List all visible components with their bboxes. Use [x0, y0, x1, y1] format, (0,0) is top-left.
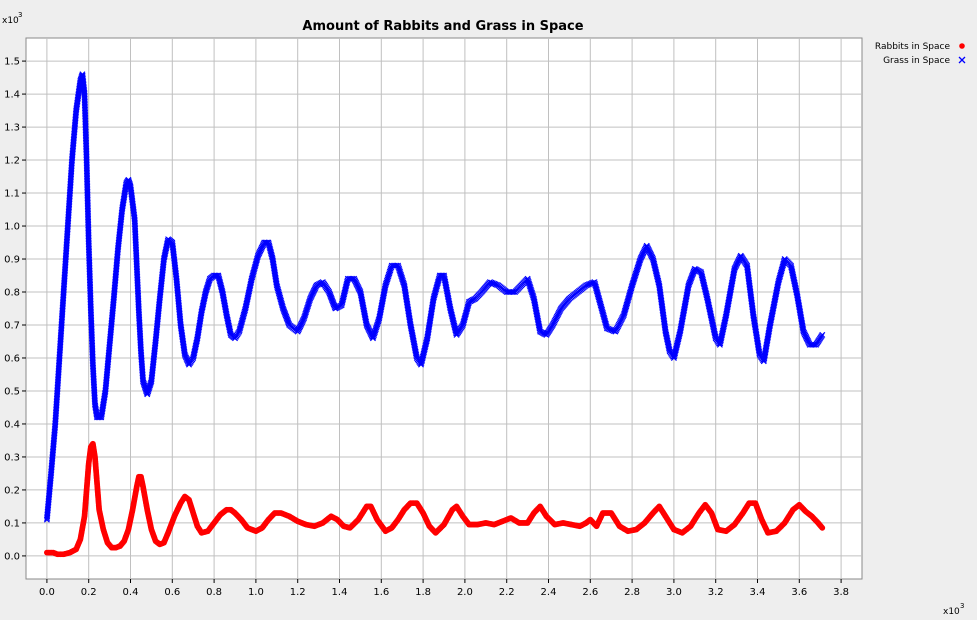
y-tick-label: 0.2: [4, 485, 20, 496]
x-tick-label: 3.6: [791, 587, 807, 598]
y-tick-label: 0.0: [4, 551, 20, 562]
y-tick-label: 1.2: [4, 156, 20, 167]
x-tick-label: 2.0: [457, 587, 473, 598]
x-tick-label: 2.6: [582, 587, 598, 598]
y-axis: 0.0 0.1 0.2 0.3 0.4 0.5 0.6 0.7 0.8 0.9 1.0 1.1 1.2 1…: [4, 57, 26, 562]
y-tick-label: 0.3: [4, 452, 20, 463]
y-scale-label: x10: [2, 16, 19, 26]
x-tick-label: 2.2: [499, 587, 515, 598]
x-tick-label: 3.8: [833, 587, 849, 598]
legend: Rabbits in Space Grass in Space: [875, 42, 966, 66]
plot-area: [25, 37, 863, 580]
y-axis-scale: x10 3: [2, 11, 22, 26]
x-scale-label: x10: [943, 607, 960, 617]
x-tick-label: 1.6: [373, 587, 389, 598]
chart-title: Amount of Rabbits and Grass in Space: [302, 19, 583, 34]
y-tick-label: 1.5: [4, 57, 20, 68]
data-point: [819, 331, 826, 338]
x-axis-scale: x10 3: [943, 602, 964, 617]
x-tick-label: 1.0: [248, 587, 264, 598]
y-tick-label: 0.4: [4, 419, 20, 430]
x-tick-label: 0.4: [123, 587, 139, 598]
y-tick-label: 1.4: [4, 90, 20, 101]
legend-marker-rabbits: [959, 43, 965, 49]
x-tick-label: 1.2: [290, 587, 306, 598]
y-tick-label: 1.0: [4, 222, 20, 233]
x-scale-exponent: 3: [960, 602, 964, 610]
x-tick-label: 2.4: [541, 587, 557, 598]
x-tick-label: 3.4: [750, 587, 766, 598]
x-tick-label: 1.8: [415, 587, 431, 598]
y-tick-label: 0.6: [4, 353, 20, 364]
y-tick-label: 0.5: [4, 386, 20, 397]
y-tick-label: 0.8: [4, 288, 20, 299]
y-tick-label: 1.1: [4, 189, 20, 200]
y-scale-exponent: 3: [18, 11, 22, 19]
x-tick-label: 3.0: [666, 587, 682, 598]
plot-background: [25, 37, 863, 580]
x-tick-label: 0.8: [206, 587, 222, 598]
x-tick-label: 0.6: [164, 587, 180, 598]
x-tick-label: 0.2: [81, 587, 97, 598]
data-point: [819, 524, 826, 531]
x-tick-label: 3.2: [708, 587, 724, 598]
legend-marker-grass: [958, 56, 966, 64]
x-tick-label: 0.0: [39, 587, 55, 598]
legend-label-rabbits: Rabbits in Space: [875, 42, 951, 52]
x-tick-label: 2.8: [624, 587, 640, 598]
y-tick-label: 0.7: [4, 320, 20, 331]
legend-label-grass: Grass in Space: [883, 56, 950, 66]
y-tick-label: 0.1: [4, 518, 20, 529]
y-tick-label: 1.3: [4, 123, 20, 134]
series-rabbits: [44, 440, 826, 558]
data-series: [43, 71, 826, 558]
series-grass: [43, 71, 826, 523]
x-axis: 0.0 0.2 0.4 0.6 0.8 1.0 1.2 1.4 1.6 1.8 2.0 2.2 2.4 2…: [39, 579, 849, 598]
x-tick-label: 1.4: [332, 587, 348, 598]
y-tick-label: 0.9: [4, 255, 20, 266]
